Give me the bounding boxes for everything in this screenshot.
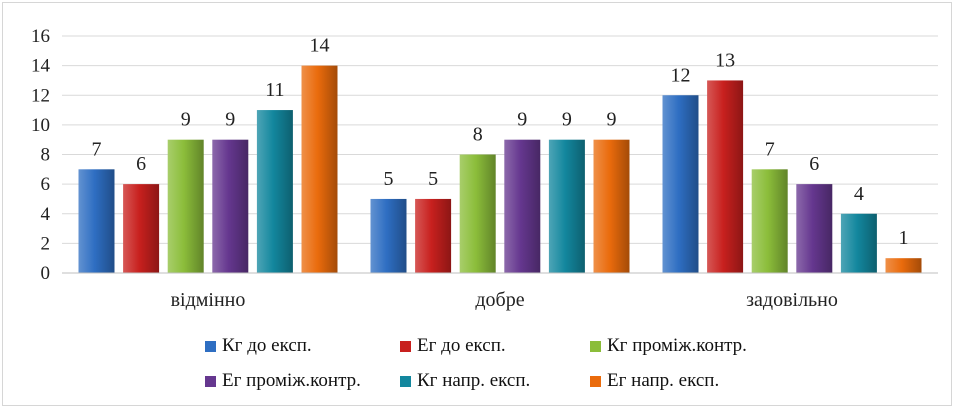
bar bbox=[167, 139, 204, 273]
legend-swatch bbox=[590, 375, 601, 387]
y-tick-label: 2 bbox=[41, 233, 51, 254]
bar bbox=[256, 110, 293, 273]
legend-swatch bbox=[205, 375, 216, 387]
data-label: 9 bbox=[562, 109, 572, 131]
legend-label: Кг до експ. bbox=[222, 335, 312, 356]
y-tick-label: 6 bbox=[41, 174, 51, 195]
data-label: 14 bbox=[310, 35, 330, 57]
legend-item: Кг напр. експ. bbox=[400, 370, 530, 392]
legend-label: Ег проміж.контр. bbox=[222, 370, 361, 391]
bar bbox=[212, 139, 249, 273]
bar bbox=[301, 65, 338, 273]
legend-swatch bbox=[400, 340, 411, 352]
data-label: 5 bbox=[384, 168, 394, 190]
legend-item: Кг до експ. bbox=[205, 335, 312, 357]
bar bbox=[415, 198, 452, 273]
y-tick-label: 14 bbox=[31, 56, 51, 77]
data-label: 7 bbox=[92, 138, 102, 160]
legend-swatch bbox=[400, 375, 411, 387]
bar bbox=[593, 139, 630, 273]
bar bbox=[751, 169, 788, 273]
bar bbox=[707, 80, 744, 273]
y-tick-label: 16 bbox=[31, 26, 50, 47]
bar bbox=[78, 169, 115, 273]
legend-label: Ег до експ. bbox=[417, 335, 506, 356]
legend-item: Ег напр. експ. bbox=[590, 370, 719, 392]
data-label: 9 bbox=[517, 109, 527, 131]
data-label: 4 bbox=[854, 183, 864, 205]
data-label: 7 bbox=[765, 138, 775, 160]
legend-label: Кг проміж.контр. bbox=[607, 335, 747, 356]
data-label: 8 bbox=[473, 124, 483, 146]
y-tick-label: 8 bbox=[41, 145, 51, 166]
data-label: 9 bbox=[225, 109, 235, 131]
legend-label: Ег напр. експ. bbox=[607, 370, 720, 391]
data-label: 11 bbox=[265, 79, 284, 101]
data-label: 1 bbox=[899, 227, 909, 249]
bar bbox=[885, 258, 922, 273]
bar bbox=[796, 184, 833, 273]
y-tick-label: 0 bbox=[41, 263, 51, 284]
y-tick-label: 12 bbox=[31, 85, 50, 106]
legend-label: Кг напр. експ. bbox=[417, 370, 531, 391]
legend-swatch bbox=[590, 340, 601, 352]
data-label: 6 bbox=[809, 153, 819, 175]
y-tick-label: 10 bbox=[31, 115, 50, 136]
bar bbox=[459, 154, 496, 273]
data-label: 6 bbox=[136, 153, 146, 175]
bar bbox=[840, 213, 877, 273]
data-label: 9 bbox=[607, 109, 617, 131]
data-label: 12 bbox=[671, 64, 691, 86]
data-label: 9 bbox=[181, 109, 191, 131]
legend-swatch bbox=[205, 340, 216, 352]
data-label: 13 bbox=[715, 49, 735, 71]
legend-item: Ег до експ. bbox=[400, 335, 506, 357]
bar bbox=[123, 184, 160, 273]
data-label: 5 bbox=[428, 168, 438, 190]
bar bbox=[370, 198, 407, 273]
bar bbox=[548, 139, 585, 273]
y-tick-label: 4 bbox=[41, 204, 51, 225]
legend-item: Кг проміж.контр. bbox=[590, 335, 747, 357]
x-category-label: відмінно bbox=[171, 289, 246, 311]
x-category-label: добре bbox=[475, 289, 524, 311]
legend-item: Ег проміж.контр. bbox=[205, 370, 361, 392]
bar bbox=[662, 95, 699, 273]
bar bbox=[504, 139, 541, 273]
x-category-label: задовільно bbox=[746, 289, 838, 311]
